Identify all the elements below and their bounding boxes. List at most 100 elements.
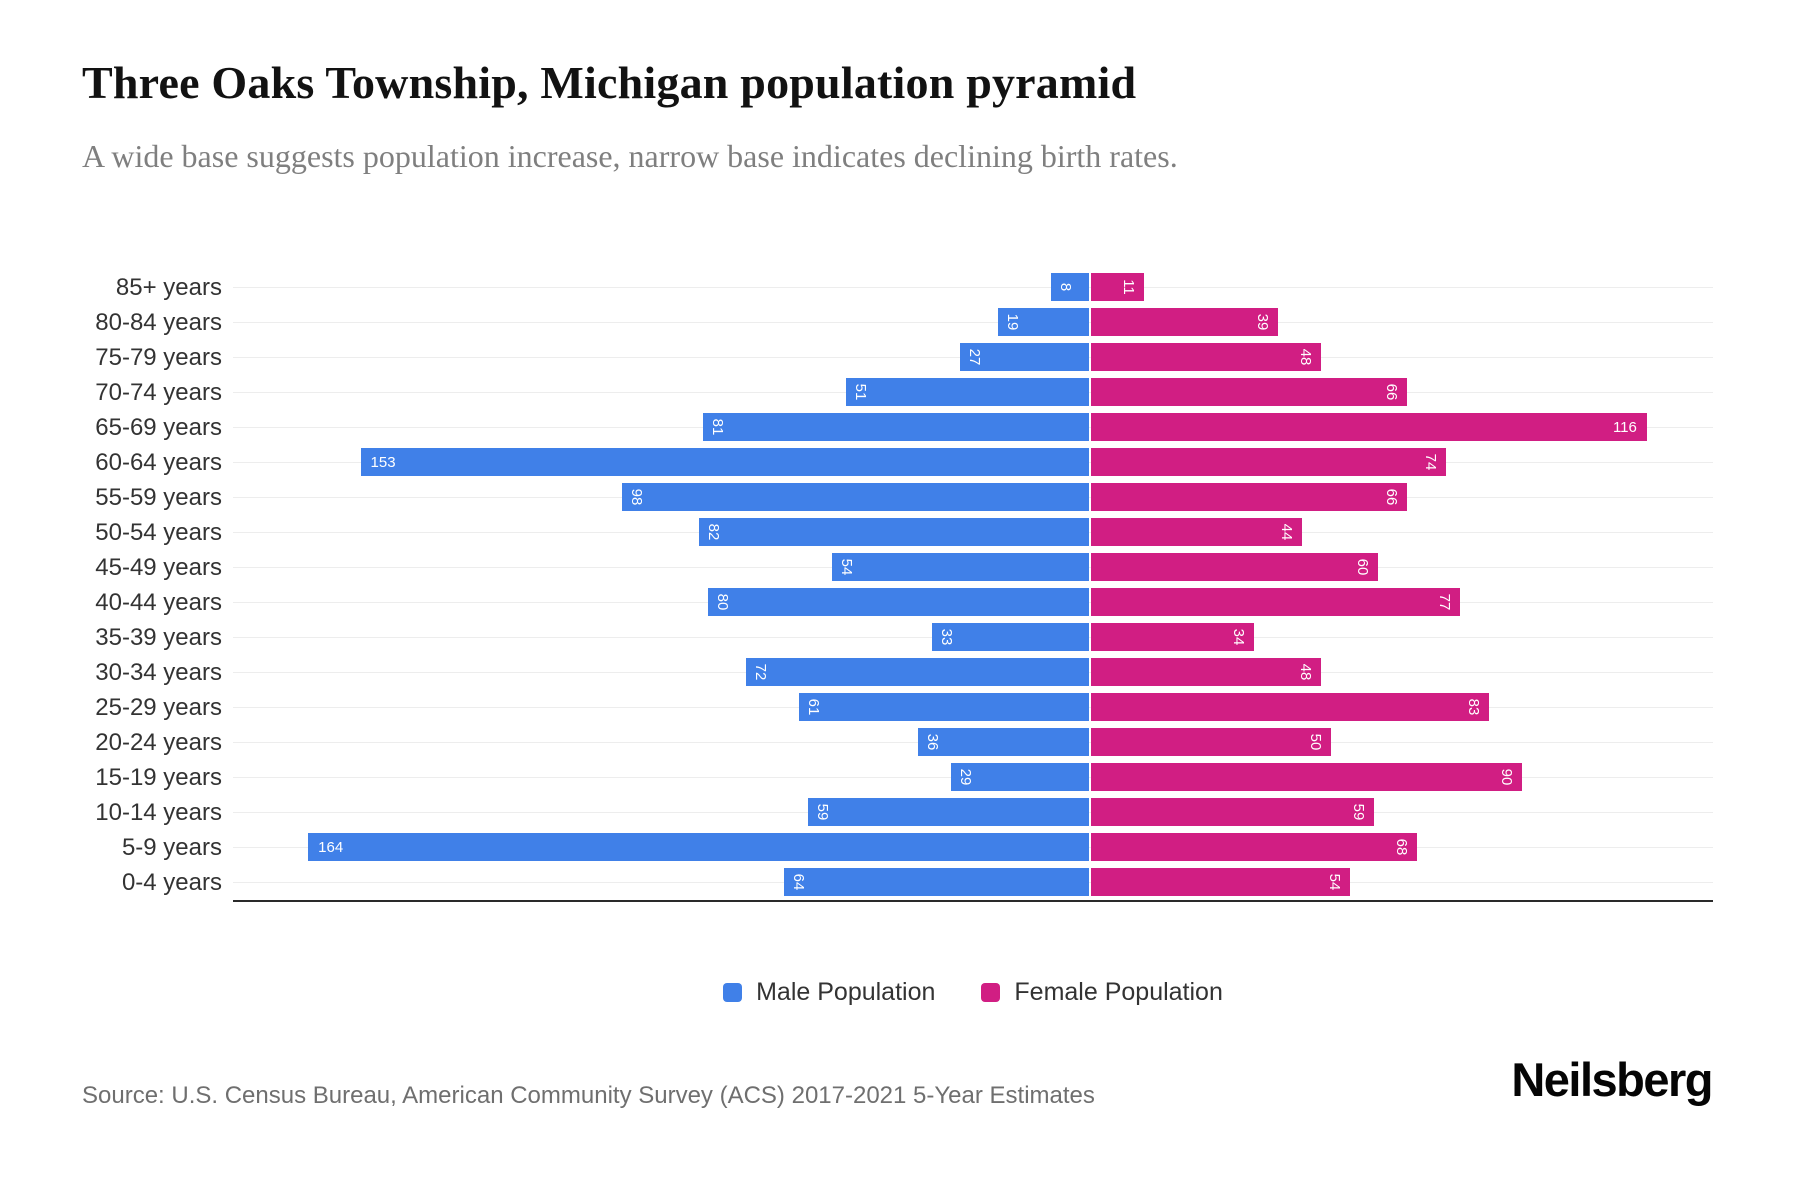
y-axis-label: 40-44 years (95, 589, 222, 616)
y-axis-label: 35-39 years (95, 624, 222, 651)
female-bar-value: 68 (1393, 838, 1411, 856)
female-area: 59 (1090, 795, 1713, 830)
male-bar[interactable]: 164 (308, 833, 1089, 861)
pyramid-row: 153 74 (233, 445, 1713, 480)
male-legend-swatch-icon (723, 983, 743, 1002)
chart-title: Three Oaks Township, Michigan population… (82, 57, 1137, 108)
y-axis-label: 80-84 years (95, 309, 222, 336)
male-bar[interactable]: 19 (998, 308, 1089, 336)
female-bar[interactable]: 74 (1090, 448, 1446, 476)
male-bar-value: 80 (714, 593, 732, 611)
female-bar-value: 66 (1383, 383, 1401, 401)
male-bar-value: 19 (1004, 313, 1022, 331)
female-bar[interactable]: 39 (1090, 308, 1278, 336)
male-bar-value: 33 (938, 628, 956, 646)
male-bar[interactable]: 29 (950, 763, 1089, 791)
y-axis-label: 0-4 years (121, 869, 222, 896)
legend: Male Population Female Population (233, 978, 1713, 1007)
female-bar[interactable]: 48 (1090, 658, 1321, 686)
pyramid-row: 59 59 (233, 795, 1713, 830)
male-bar[interactable]: 51 (846, 378, 1089, 406)
male-area: 29 (233, 760, 1090, 795)
female-bar[interactable]: 54 (1090, 868, 1350, 896)
source-text: Source: U.S. Census Bureau, American Com… (82, 1082, 1095, 1109)
female-bar-value: 54 (1326, 873, 1344, 891)
male-bar[interactable]: 72 (746, 658, 1089, 686)
female-bar[interactable]: 68 (1090, 833, 1417, 861)
female-bar-value: 60 (1354, 558, 1372, 576)
male-bar-value: 51 (852, 383, 870, 401)
female-bar[interactable]: 66 (1090, 378, 1408, 406)
male-bar[interactable]: 8 (1050, 273, 1089, 301)
male-bar[interactable]: 33 (931, 623, 1089, 651)
y-axis-label: 45-49 years (95, 554, 222, 581)
female-bar[interactable]: 77 (1090, 588, 1460, 616)
pyramid-row: 36 50 (233, 725, 1713, 760)
male-area: 51 (233, 375, 1090, 410)
male-area: 64 (233, 865, 1090, 900)
y-axis-label: 85+ years (115, 274, 222, 301)
female-area: 48 (1090, 340, 1713, 375)
male-bar[interactable]: 61 (798, 693, 1089, 721)
y-axis-label: 50-54 years (95, 519, 222, 546)
female-area: 54 (1090, 865, 1713, 900)
female-area: 11 (1090, 270, 1713, 305)
female-bar[interactable]: 44 (1090, 518, 1302, 546)
male-area: 8 (233, 270, 1090, 305)
female-area: 90 (1090, 760, 1713, 795)
male-area: 164 (233, 830, 1090, 865)
male-bar[interactable]: 54 (831, 553, 1089, 581)
female-bar-value: 50 (1307, 733, 1325, 751)
female-bar[interactable]: 83 (1090, 693, 1489, 721)
y-axis-label: 55-59 years (95, 484, 222, 511)
female-area: 116 (1090, 410, 1713, 445)
male-bar[interactable]: 98 (622, 483, 1089, 511)
female-legend-swatch-icon (981, 983, 1001, 1002)
pyramid-row: 61 83 (233, 690, 1713, 725)
female-area: 34 (1090, 620, 1713, 655)
female-bar[interactable]: 48 (1090, 343, 1321, 371)
female-bar-value: 34 (1230, 628, 1248, 646)
male-bar-value: 153 (370, 453, 396, 471)
female-bar[interactable]: 116 (1090, 413, 1647, 441)
female-area: 60 (1090, 550, 1713, 585)
male-area: 19 (233, 305, 1090, 340)
female-bar-value: 48 (1297, 348, 1315, 366)
male-bar[interactable]: 59 (808, 798, 1089, 826)
y-axis-label: 10-14 years (95, 799, 222, 826)
male-bar[interactable]: 27 (960, 343, 1089, 371)
female-bar[interactable]: 90 (1090, 763, 1523, 791)
male-bar[interactable]: 81 (703, 413, 1089, 441)
female-area: 66 (1090, 375, 1713, 410)
male-bar-value: 82 (705, 523, 723, 541)
female-bar[interactable]: 60 (1090, 553, 1379, 581)
male-bar-value: 98 (628, 488, 646, 506)
female-bar-value: 66 (1383, 488, 1401, 506)
male-bar[interactable]: 80 (708, 588, 1089, 616)
neilsberg-logo: Neilsberg (1511, 1053, 1713, 1106)
legend-item-male[interactable]: Male Population (723, 978, 935, 1007)
y-axis-label: 65-69 years (95, 414, 222, 441)
chart-subtitle: A wide base suggests population increase… (82, 138, 1178, 174)
pyramid-row: 54 60 (233, 550, 1713, 585)
female-area: 68 (1090, 830, 1713, 865)
male-bar[interactable]: 153 (360, 448, 1089, 476)
female-bar[interactable]: 34 (1090, 623, 1254, 651)
pyramid-row: 81 116 (233, 410, 1713, 445)
pyramid-row: 8 11 (233, 270, 1713, 305)
female-bar-value: 48 (1297, 663, 1315, 681)
male-bar[interactable]: 82 (698, 518, 1089, 546)
male-bar-value: 8 (1057, 282, 1075, 292)
female-bar[interactable]: 50 (1090, 728, 1331, 756)
female-bar[interactable]: 11 (1090, 273, 1144, 301)
male-area: 61 (233, 690, 1090, 725)
female-bar[interactable]: 59 (1090, 798, 1374, 826)
legend-item-female[interactable]: Female Population (981, 978, 1223, 1007)
female-bar-value: 11 (1120, 279, 1138, 295)
male-bar[interactable]: 64 (784, 868, 1089, 896)
male-bar-value: 81 (709, 418, 727, 436)
pyramid-row: 64 54 (233, 865, 1713, 900)
male-bar[interactable]: 36 (917, 728, 1089, 756)
female-bar[interactable]: 66 (1090, 483, 1408, 511)
